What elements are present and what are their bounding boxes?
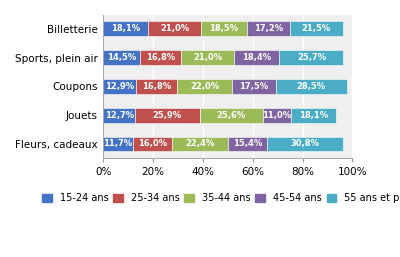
Text: 16,8%: 16,8% bbox=[142, 82, 171, 91]
Text: 25,7%: 25,7% bbox=[297, 53, 326, 62]
Bar bbox=[290, 22, 343, 36]
Bar bbox=[104, 108, 135, 123]
Bar bbox=[104, 79, 136, 94]
Text: 30,8%: 30,8% bbox=[290, 140, 319, 149]
Text: 18,1%: 18,1% bbox=[299, 111, 328, 120]
Text: 21,5%: 21,5% bbox=[302, 24, 331, 33]
Bar bbox=[132, 136, 172, 151]
Bar bbox=[280, 50, 344, 65]
Bar bbox=[200, 108, 263, 123]
Text: 21,0%: 21,0% bbox=[193, 53, 222, 62]
Bar bbox=[148, 22, 201, 36]
Text: 11,0%: 11,0% bbox=[262, 111, 292, 120]
Bar bbox=[266, 136, 343, 151]
Text: 14,5%: 14,5% bbox=[107, 53, 136, 62]
Text: 12,9%: 12,9% bbox=[105, 82, 134, 91]
Text: 12,7%: 12,7% bbox=[105, 111, 134, 120]
Text: 15,4%: 15,4% bbox=[233, 140, 262, 149]
Text: 16,0%: 16,0% bbox=[138, 140, 167, 149]
Bar bbox=[228, 136, 266, 151]
Bar bbox=[135, 108, 200, 123]
Bar bbox=[136, 79, 177, 94]
Text: 28,5%: 28,5% bbox=[297, 82, 326, 91]
Bar bbox=[232, 79, 276, 94]
Text: 21,0%: 21,0% bbox=[160, 24, 189, 33]
Bar bbox=[181, 50, 234, 65]
Text: 11,7%: 11,7% bbox=[104, 140, 132, 149]
Bar bbox=[276, 79, 347, 94]
Text: 25,9%: 25,9% bbox=[153, 111, 182, 120]
Bar bbox=[104, 50, 140, 65]
Text: 16,8%: 16,8% bbox=[146, 53, 175, 62]
Legend: 15-24 ans, 25-34 ans, 35-44 ans, 45-54 ans, 55 ans et plus: 15-24 ans, 25-34 ans, 35-44 ans, 45-54 a… bbox=[40, 191, 400, 205]
Bar bbox=[172, 136, 228, 151]
Bar bbox=[104, 136, 132, 151]
Bar bbox=[291, 108, 336, 123]
Text: 17,5%: 17,5% bbox=[239, 82, 268, 91]
Bar bbox=[140, 50, 181, 65]
Text: 22,4%: 22,4% bbox=[186, 140, 215, 149]
Bar bbox=[201, 22, 247, 36]
Text: 22,0%: 22,0% bbox=[190, 82, 219, 91]
Bar bbox=[234, 50, 280, 65]
Text: 18,5%: 18,5% bbox=[209, 24, 238, 33]
Text: 18,1%: 18,1% bbox=[111, 24, 140, 33]
Bar bbox=[263, 108, 291, 123]
Text: 25,6%: 25,6% bbox=[217, 111, 246, 120]
Bar bbox=[177, 79, 232, 94]
Bar bbox=[247, 22, 290, 36]
Text: 18,4%: 18,4% bbox=[242, 53, 271, 62]
Text: 17,2%: 17,2% bbox=[254, 24, 283, 33]
Bar bbox=[104, 22, 148, 36]
